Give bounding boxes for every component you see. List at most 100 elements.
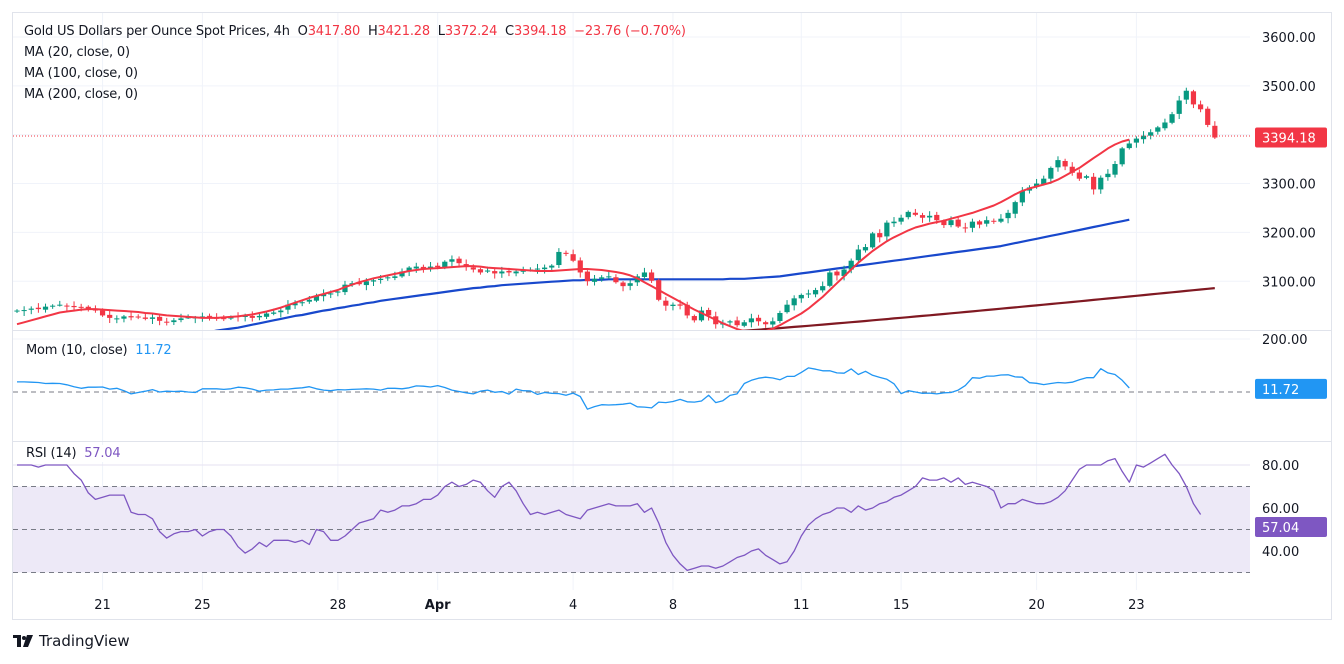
candle-body bbox=[812, 290, 819, 295]
candle-body bbox=[149, 317, 156, 319]
candle-body bbox=[984, 220, 990, 224]
rsi-value-badge-text: 57.04 bbox=[1262, 521, 1299, 536]
candle-body bbox=[520, 270, 526, 272]
candle-body bbox=[121, 316, 127, 319]
candle-body bbox=[1155, 127, 1161, 132]
momentum-value: 11.72 bbox=[135, 343, 172, 358]
candle bbox=[591, 274, 598, 286]
candle-body bbox=[242, 315, 248, 318]
candle bbox=[1140, 131, 1147, 144]
candle-body bbox=[620, 282, 626, 287]
rsi-pane[interactable] bbox=[17, 453, 1202, 572]
value-badges: 3394.18 11.72 57.04 bbox=[1255, 127, 1327, 537]
candle-body bbox=[135, 316, 141, 318]
candle bbox=[741, 320, 747, 328]
candle-body bbox=[292, 303, 298, 306]
last-price-badge-bg bbox=[1255, 127, 1327, 148]
candle-body bbox=[1055, 160, 1061, 168]
candle bbox=[684, 301, 690, 319]
candle bbox=[1062, 158, 1068, 171]
candle bbox=[556, 248, 562, 268]
candle-body bbox=[278, 310, 284, 313]
candle-body bbox=[855, 249, 861, 261]
candle-body bbox=[834, 271, 840, 276]
candle bbox=[477, 267, 484, 275]
candle-body bbox=[328, 293, 334, 295]
candle bbox=[278, 308, 284, 318]
candle-body bbox=[998, 218, 1004, 222]
low-value: 3372.24 bbox=[444, 24, 498, 39]
candle bbox=[157, 315, 163, 326]
candle bbox=[641, 267, 648, 280]
momentum-pane[interactable] bbox=[17, 367, 1130, 410]
candle bbox=[734, 316, 740, 328]
ma100-legend[interactable]: MA (100, close, 0) bbox=[24, 66, 138, 81]
candle-body bbox=[1062, 160, 1068, 167]
candle-body bbox=[107, 314, 113, 318]
candle-body bbox=[99, 310, 106, 316]
momentum-legend[interactable]: Mom (10, close) 11.72 bbox=[24, 342, 176, 359]
candle-body bbox=[862, 247, 869, 251]
reference-lines bbox=[13, 391, 1250, 573]
candle-body bbox=[691, 316, 697, 321]
price-axis[interactable]: 3600.00 3500.00 3300.00 3200.00 3100.00 200.0… bbox=[1262, 31, 1316, 560]
price-pane[interactable] bbox=[14, 87, 1218, 379]
candle-body bbox=[948, 220, 954, 226]
ma100-line bbox=[214, 218, 1130, 330]
ma20-legend[interactable]: MA (20, close, 0) bbox=[24, 45, 130, 60]
rsi-legend[interactable]: RSI (14) 57.04 bbox=[24, 445, 125, 462]
high-value: 3421.28 bbox=[377, 24, 431, 39]
candle bbox=[1126, 139, 1132, 150]
candle-body bbox=[285, 304, 291, 310]
candle-body bbox=[477, 269, 484, 273]
candle-body bbox=[606, 276, 612, 278]
candle-body bbox=[406, 267, 412, 271]
candle bbox=[805, 289, 812, 299]
candle bbox=[798, 293, 804, 303]
candle-body bbox=[962, 227, 968, 229]
candle-body bbox=[891, 221, 897, 224]
candle-body bbox=[35, 307, 41, 310]
candle-body bbox=[1176, 100, 1182, 114]
candle-body bbox=[934, 214, 940, 221]
time-tick-label: 23 bbox=[1128, 598, 1145, 613]
candle-body bbox=[1048, 167, 1054, 179]
price-tick-label: 3300.00 bbox=[1262, 178, 1316, 193]
rsi-value-badge-bg bbox=[1255, 517, 1327, 537]
price-tick-label: 3600.00 bbox=[1262, 31, 1316, 46]
candle-body bbox=[1041, 178, 1047, 185]
candle bbox=[114, 315, 120, 324]
candle bbox=[984, 216, 990, 227]
candle-body bbox=[976, 221, 983, 225]
candle-body bbox=[385, 277, 391, 279]
candle bbox=[770, 317, 776, 328]
candle bbox=[1197, 100, 1204, 113]
candle-body bbox=[14, 310, 20, 312]
candle bbox=[1083, 174, 1090, 180]
candle-body bbox=[777, 313, 783, 322]
candle-body bbox=[884, 222, 890, 237]
time-axis[interactable]: 21 25 28 Apr 4 8 11 15 20 23 bbox=[94, 598, 1144, 613]
candle-body bbox=[256, 315, 263, 318]
symbol-title: Gold US Dollars per Ounce Spot Prices, 4… bbox=[24, 24, 290, 39]
candle-body bbox=[556, 251, 562, 266]
close-value: 3394.18 bbox=[513, 24, 567, 39]
candle-body bbox=[1140, 135, 1147, 140]
time-tick-label: 20 bbox=[1028, 598, 1045, 613]
tradingview-logo-icon bbox=[13, 635, 33, 647]
candle-body bbox=[684, 304, 690, 316]
candle-body bbox=[1169, 114, 1175, 123]
time-tick-label: 4 bbox=[569, 598, 577, 613]
candle-body bbox=[1112, 164, 1118, 175]
candle bbox=[969, 218, 976, 233]
candle bbox=[1212, 121, 1218, 140]
ma200-legend[interactable]: MA (200, close, 0) bbox=[24, 87, 138, 102]
time-tick-label: 8 bbox=[669, 598, 677, 613]
candle-body bbox=[335, 291, 341, 293]
candle-body bbox=[470, 267, 476, 270]
candle bbox=[912, 208, 918, 217]
candle-body bbox=[57, 304, 63, 306]
tradingview-logo[interactable]: TradingView bbox=[13, 632, 130, 650]
candle-body bbox=[820, 286, 826, 291]
